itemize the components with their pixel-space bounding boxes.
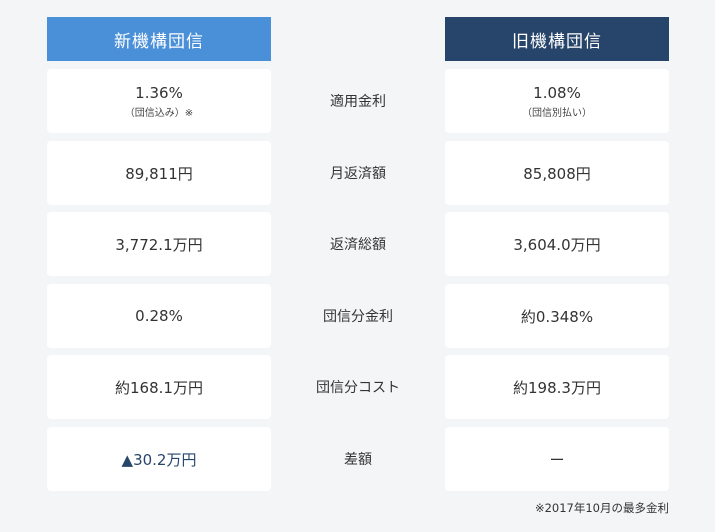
new-applied-rate-value: 1.36% xyxy=(135,83,183,102)
old-applied-rate-note: （団信別払い） xyxy=(522,107,592,119)
old-insurance-cost-cell: 約198.3万円 xyxy=(445,355,669,419)
new-total-repayment-cell: 3,772.1万円 xyxy=(47,212,271,276)
comparison-row-monthly-payment: 89,811円 月返済額 85,808円 xyxy=(0,141,715,205)
new-applied-rate-cell: 1.36% （団信込み）※ xyxy=(47,69,271,133)
old-monthly-payment-cell: 85,808円 xyxy=(445,141,669,205)
old-plan-header: 旧機構団信 xyxy=(445,17,669,61)
new-plan-header: 新機構団信 xyxy=(47,17,271,61)
comparison-row-applied-rate: 1.36% （団信込み）※ 適用金利 1.08% （団信別払い） xyxy=(0,69,715,133)
insurance-cost-label: 団信分コスト xyxy=(316,380,400,396)
new-insurance-cost-cell: 約168.1万円 xyxy=(47,355,271,419)
new-applied-rate-note: （団信込み）※ xyxy=(124,107,194,119)
new-monthly-payment-cell: 89,811円 xyxy=(47,141,271,205)
comparison-row-total-repayment: 3,772.1万円 返済総額 3,604.0万円 xyxy=(0,212,715,276)
old-applied-rate-value: 1.08% xyxy=(533,83,581,102)
old-insurance-rate-cell: 約0.348% xyxy=(445,284,669,348)
difference-label: 差額 xyxy=(344,452,372,468)
monthly-payment-label: 月返済額 xyxy=(330,166,386,182)
old-total-repayment-cell: 3,604.0万円 xyxy=(445,212,669,276)
comparison-row-insurance-cost: 約168.1万円 団信分コスト 約198.3万円 xyxy=(0,355,715,419)
applied-rate-label: 適用金利 xyxy=(330,94,386,110)
comparison-row-difference: ▲30.2万円 差額 ー xyxy=(0,427,715,491)
total-repayment-label: 返済総額 xyxy=(330,237,386,253)
new-difference-cell: ▲30.2万円 xyxy=(47,427,271,491)
comparison-row-insurance-rate: 0.28% 団信分金利 約0.348% xyxy=(0,284,715,348)
insurance-rate-label: 団信分金利 xyxy=(323,309,393,325)
footnote: ※2017年10月の最多金利 xyxy=(534,501,669,515)
old-difference-cell: ー xyxy=(445,427,669,491)
new-insurance-rate-cell: 0.28% xyxy=(47,284,271,348)
old-applied-rate-cell: 1.08% （団信別払い） xyxy=(445,69,669,133)
